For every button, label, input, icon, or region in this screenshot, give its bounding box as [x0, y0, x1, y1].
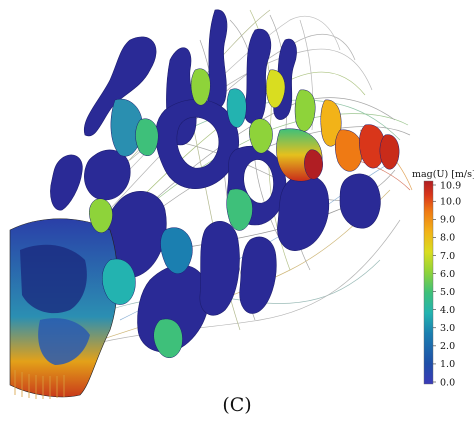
figure-caption: (C) — [222, 394, 252, 416]
colorbar-tick-label: 3.0 — [440, 323, 455, 334]
colorbar-tick-label: 5.0 — [440, 287, 455, 298]
colorbar-tick-label: 8.0 — [440, 233, 455, 244]
colorbar-tick-label: 0.0 — [440, 377, 455, 388]
colorbar-tick-label: 10.0 — [440, 197, 461, 208]
airway-body — [50, 9, 381, 353]
colorbar-tick-label: 10.9 — [440, 180, 461, 191]
colorbar-tick-label: 7.0 — [440, 251, 455, 262]
inlet-block — [9, 218, 118, 399]
colorbar-tick-label: 6.0 — [440, 269, 455, 280]
colorbar-tick-label: 9.0 — [440, 215, 455, 226]
colorbar-tick-label: 2.0 — [440, 341, 455, 352]
colorbar-tick-label: 1.0 — [440, 359, 455, 370]
colorbar-ticks: 10.9 10.0 9.0 8.0 7.0 6.0 5.0 4.0 3.0 2.0 1.0 0.0 — [433, 180, 461, 388]
colorbar-title: mag(U) [m/s] — [412, 169, 474, 180]
colorbar-tick-label: 4.0 — [440, 305, 455, 316]
velocity-patches — [89, 68, 400, 358]
colorbar: mag(U) [m/s] 10.9 10.0 9.0 8.0 7.0 6.0 5.0 4.0 3… — [412, 169, 474, 388]
colorbar-gradient — [423, 180, 434, 385]
